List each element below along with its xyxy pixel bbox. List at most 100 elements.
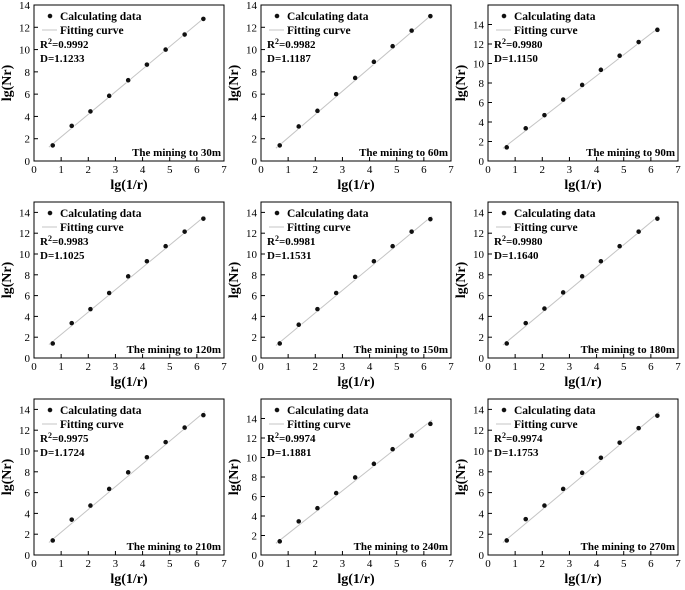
chart-6-x-tick-label: 2 — [540, 361, 546, 373]
chart-7-data-point — [162, 439, 169, 446]
chart-2-y-tick-label: 14 — [246, 0, 258, 12]
chart-2-x-tick-label: 1 — [285, 164, 291, 176]
chart-1-y-tick-label: 10 — [19, 45, 31, 57]
chart-7-y-tick-label: 12 — [19, 425, 30, 437]
chart-4-x-tick-label: 2 — [86, 361, 92, 373]
chart-4-y-tick-label: 2 — [25, 332, 31, 344]
chart-2-y-tick-label: 2 — [252, 134, 258, 146]
chart-6-y-tick-label: 4 — [479, 311, 485, 323]
chart-3-y-tick-label: 6 — [479, 98, 485, 110]
chart-5-x-tick-label: 0 — [258, 361, 264, 373]
chart-1-data-point — [162, 46, 169, 53]
chart-7-y-axis-label: lg(Nr) — [0, 458, 15, 495]
chart-1-data-point — [87, 108, 94, 115]
chart-4-y-tick-label: 4 — [25, 311, 31, 323]
chart-4-legend-data-label: Calculating data — [60, 208, 142, 220]
chart-2-x-tick-label: 0 — [258, 164, 264, 176]
chart-7-r-squared-sup: 2 — [48, 431, 52, 440]
chart-2-data-point — [295, 123, 302, 130]
chart-5-x-axis-label: lg(1/r) — [337, 375, 375, 390]
chart-6-legend-fit-label: Fitting curve — [514, 222, 578, 234]
chart-8-y-tick-label: 14 — [246, 414, 258, 426]
chart-5-y-tick-label: 6 — [252, 291, 258, 303]
chart-8-x-tick-label: 1 — [285, 558, 291, 570]
chart-8-legend-data-label: Calculating data — [287, 405, 369, 417]
chart-6-y-tick-label: 14 — [473, 207, 485, 219]
chart-1-r-squared-sup: 2 — [48, 37, 52, 46]
chart-9-y-tick-label: 6 — [479, 488, 485, 500]
chart-8-x-tick-label: 7 — [448, 558, 454, 570]
chart-6-fractal-dimension: D=1.1640 — [494, 250, 539, 262]
chart-6-x-tick-label: 5 — [621, 361, 627, 373]
chart-5-data-point — [371, 258, 377, 265]
chart-7-fractal-dimension: D=1.1724 — [40, 447, 85, 459]
chart-4-data-point — [200, 215, 207, 222]
chart-5-y-axis-label: lg(Nr) — [227, 261, 242, 298]
chart-7-data-point — [181, 424, 188, 431]
chart-9-legend-marker — [501, 407, 507, 413]
chart-9-x-tick-label: 3 — [567, 558, 573, 570]
chart-9-fractal-dimension: D=1.1753 — [494, 447, 539, 459]
chart-1-data-point — [106, 92, 113, 99]
chart-6: 0 1 2 3 4 5 6 702468101214lg(1/r)lg(Nr)Calculat… — [454, 201, 681, 390]
chart-9-y-tick-label: 12 — [473, 425, 484, 437]
chart-7-data-point — [144, 454, 150, 461]
chart-9-r-squared-sup: 2 — [502, 431, 506, 440]
chart-3-x-axis-label: lg(1/r) — [564, 178, 602, 193]
chart-9-data-point — [598, 454, 604, 461]
chart-9-y-tick-label: 2 — [479, 529, 485, 541]
chart-1-legend-marker — [47, 13, 53, 19]
chart-3-x-tick-label: 6 — [648, 164, 654, 176]
chart-4-data-point — [144, 258, 150, 265]
chart-2-legend-marker — [274, 13, 280, 19]
chart-8-y-tick-label: 6 — [252, 492, 258, 504]
chart-2-y-tick-label: 4 — [252, 111, 258, 123]
chart-6-data-point — [654, 215, 661, 222]
chart-5-y-tick-label: 10 — [246, 249, 258, 261]
chart-3-data-point — [503, 144, 510, 151]
chart-4-r-squared-sup: 2 — [48, 234, 52, 243]
chart-5-data-point — [389, 243, 396, 250]
chart-8-fitting-line — [275, 419, 433, 544]
chart-3-fitting-line — [502, 27, 660, 149]
chart-9-legend-data-label: Calculating data — [514, 405, 596, 417]
chart-4-y-axis-label: lg(Nr) — [0, 261, 15, 298]
chart-1-caption: The mining to 30m — [132, 147, 221, 159]
chart-4-x-tick-label: 3 — [113, 361, 119, 373]
chart-6-data-point — [598, 258, 604, 265]
chart-4-caption: The mining to 120m — [127, 344, 221, 356]
chart-2-data-point — [427, 13, 434, 20]
chart-9-y-tick-label: 0 — [479, 550, 485, 562]
chart-1-legend-fit-label: Fitting curve — [60, 25, 124, 37]
chart-8-data-point — [389, 446, 396, 453]
chart-8-caption: The mining to 240m — [354, 541, 448, 553]
chart-4-data-point — [106, 290, 113, 296]
chart-2-x-tick-label: 6 — [421, 164, 427, 176]
chart-8: 0 1 2 3 4 5 6 702468101214lg(1/r)lg(Nr)Calculat… — [227, 398, 454, 587]
chart-3-data-point — [598, 66, 604, 73]
chart-6-y-axis-label: lg(Nr) — [454, 261, 469, 298]
chart-8-data-point — [408, 432, 415, 439]
chart-8-data-point — [295, 518, 302, 525]
chart-2-frame — [260, 4, 452, 162]
chart-4-data-point — [162, 243, 169, 250]
chart-1-legend-data-label: Calculating data — [60, 11, 142, 23]
chart-9-x-tick-label: 4 — [594, 558, 600, 570]
chart-5-fractal-dimension: D=1.1531 — [267, 250, 311, 262]
chart-3-data-point — [654, 26, 661, 33]
chart-2-fractal-dimension: D=1.1187 — [267, 53, 311, 65]
chart-3-data-point — [560, 96, 567, 103]
chart-9-data-point — [654, 412, 661, 419]
chart-7-data-point — [200, 412, 207, 419]
chart-1-x-tick-label: 5 — [167, 164, 173, 176]
chart-7-x-axis-label: lg(1/r) — [110, 572, 148, 587]
chart-6-data-point — [579, 273, 586, 280]
chart-9-frame — [487, 398, 679, 556]
chart-7-y-tick-label: 2 — [25, 529, 31, 541]
chart-6-data-point — [560, 289, 567, 296]
chart-1-y-tick-label: 12 — [19, 22, 30, 34]
chart-9-data-point — [560, 486, 567, 492]
chart-2-x-tick-label: 5 — [394, 164, 400, 176]
chart-3-x-tick-label: 2 — [540, 164, 546, 176]
chart-8-x-axis-label: lg(1/r) — [337, 572, 375, 587]
